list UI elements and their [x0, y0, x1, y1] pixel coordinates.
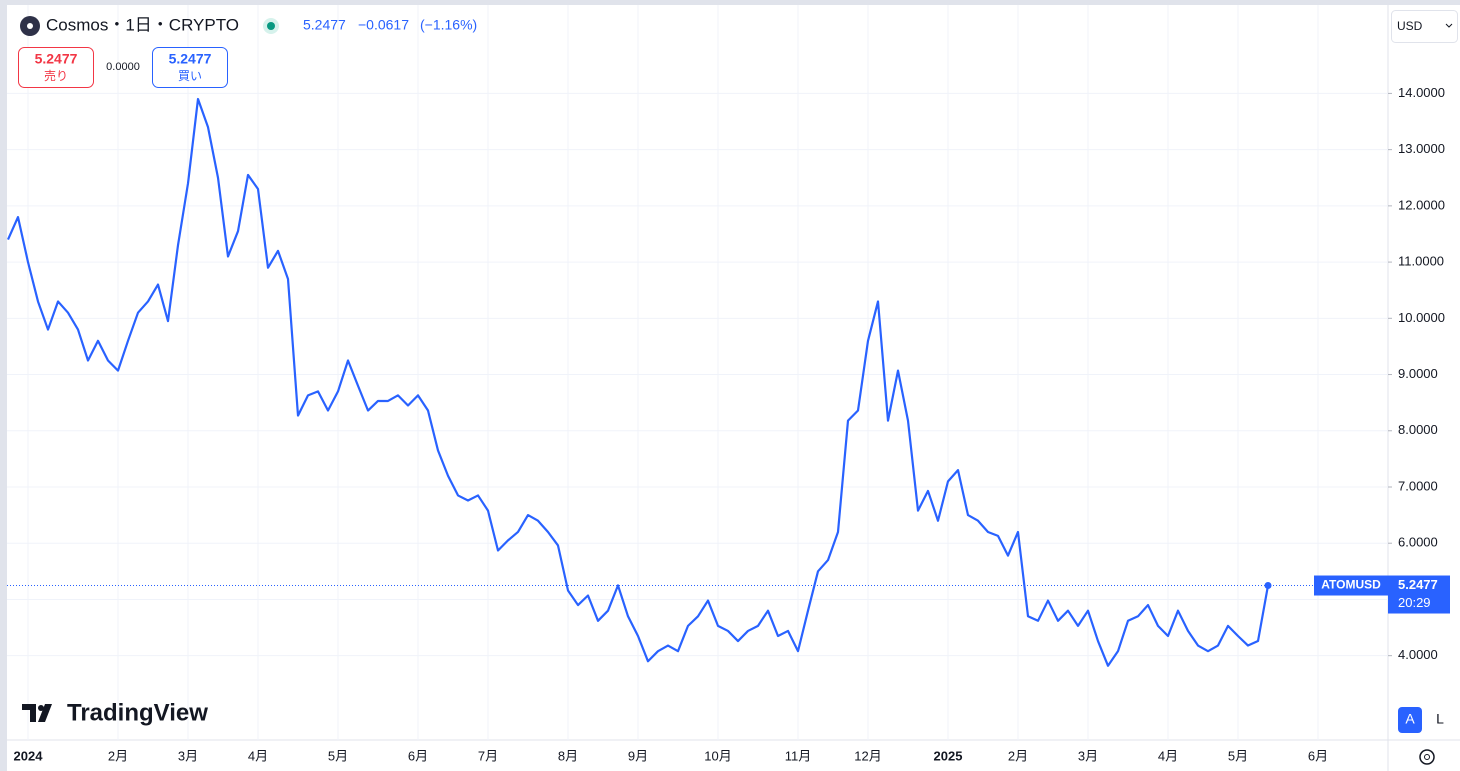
x-tick-label: 2月 [108, 748, 128, 763]
price-tag [1388, 575, 1450, 614]
symbol-logo-core [27, 23, 33, 29]
header-change-pct: (−1.16%) [420, 17, 477, 33]
buy-label: 買い [178, 69, 202, 83]
y-tick-label: 10.0000 [1398, 310, 1445, 325]
symbol-title[interactable]: Cosmos・1日・CRYPTO [46, 15, 239, 34]
spread: 0.0000 [106, 61, 140, 73]
sell-label: 売り [44, 68, 68, 83]
buy-price: 5.2477 [169, 51, 212, 67]
x-tick-label: 10月 [704, 748, 731, 763]
price-tag-value: 5.2477 [1398, 577, 1438, 592]
auto-scale-button[interactable] [1398, 707, 1422, 733]
x-tick-label: 2025 [934, 748, 963, 763]
sell-price: 5.2477 [35, 51, 78, 67]
currency-caret [1445, 23, 1453, 28]
y-tick-label: 4.0000 [1398, 647, 1438, 662]
x-tick-label: 12月 [854, 748, 881, 763]
y-tick-label: 13.0000 [1398, 141, 1445, 156]
brand-logo [22, 704, 52, 722]
x-tick-label: 5月 [328, 748, 348, 763]
header-change: −0.0617 [358, 17, 409, 33]
y-tick-label: 8.0000 [1398, 422, 1438, 437]
price-line [6, 97, 1270, 667]
y-tick-label: 7.0000 [1398, 478, 1438, 493]
sell-button[interactable] [18, 47, 94, 88]
x-tick-label: 2月 [1008, 748, 1028, 763]
log-scale-label[interactable]: L [1436, 711, 1444, 727]
buy-button[interactable] [152, 47, 228, 88]
y-tick-label: 11.0000 [1398, 254, 1444, 269]
x-tick-label: 2024 [14, 748, 44, 763]
x-tick-label: 4月 [248, 748, 268, 763]
currency: USD [1397, 19, 1423, 33]
market-status-dot [267, 22, 275, 30]
x-tick-label: 7月 [478, 748, 498, 763]
x-tick-label: 3月 [1078, 748, 1098, 763]
top-border [0, 0, 1460, 5]
y-tick-label: 9.0000 [1398, 366, 1438, 381]
x-tick-label: 6月 [1308, 748, 1328, 763]
currency-select[interactable] [1391, 10, 1458, 43]
brand-name: TradingView [67, 699, 208, 726]
x-tick-label: 9月 [628, 748, 648, 763]
settings-icon-core [1424, 754, 1430, 760]
symbol-tag [1314, 575, 1388, 596]
y-tick-label: 12.0000 [1398, 197, 1445, 212]
symbol-tag-label: ATOMUSD [1321, 578, 1381, 592]
auto-scale-label: A [1405, 711, 1415, 727]
header-price: 5.2477 [303, 17, 346, 33]
x-tick-label: 6月 [408, 748, 428, 763]
x-tick-label: 11月 [785, 748, 812, 763]
x-tick-label: 3月 [178, 748, 198, 763]
x-tick-label: 8月 [558, 748, 578, 763]
left-border [0, 0, 7, 771]
y-tick-label: 6.0000 [1398, 535, 1438, 550]
y-tick-label: 14.0000 [1398, 85, 1445, 100]
x-tick-label: 5月 [1228, 748, 1248, 763]
settings-icon[interactable] [1419, 749, 1435, 765]
brand-logo-dot [38, 705, 44, 711]
x-tick-label: 4月 [1158, 748, 1178, 763]
price-tag-countdown: 20:29 [1398, 595, 1431, 610]
